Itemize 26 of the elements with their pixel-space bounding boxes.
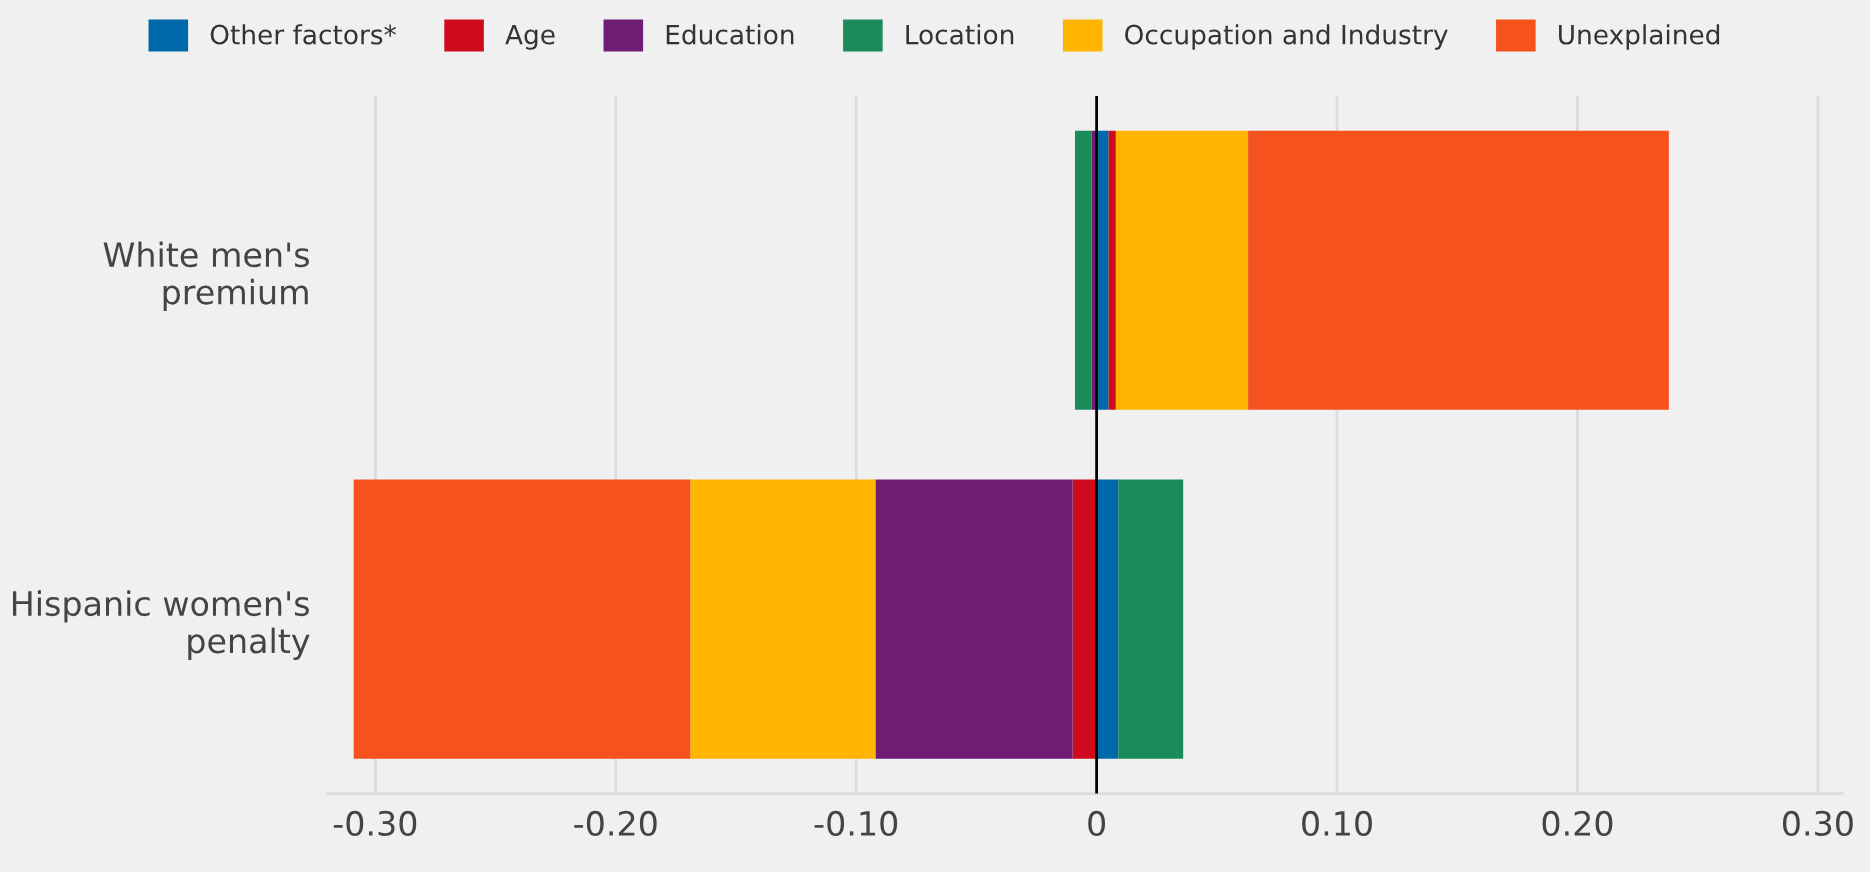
x-tick-label: 0.20 xyxy=(1542,810,1613,836)
x-tick-label: -0.10 xyxy=(814,810,898,836)
legend-label: Unexplained xyxy=(1559,24,1720,50)
x-tick-label: -0.20 xyxy=(574,810,657,836)
bar xyxy=(875,479,1073,759)
bar xyxy=(1248,130,1669,410)
y-tick-label: Hispanic women's penalty xyxy=(12,590,310,660)
bar xyxy=(353,479,691,759)
bar xyxy=(1096,479,1119,759)
bar xyxy=(1074,130,1092,410)
bar xyxy=(1096,130,1109,410)
x-tick-label: -0.30 xyxy=(333,810,417,836)
x-tick-label: 0.10 xyxy=(1302,810,1372,836)
x-tick-label: 0 xyxy=(1088,810,1106,836)
bar xyxy=(1108,130,1116,410)
x-tick-label: 0.30 xyxy=(1783,810,1853,836)
bar xyxy=(1118,479,1184,759)
bar xyxy=(1115,130,1249,410)
legend-label: Education xyxy=(666,24,794,45)
legend-label: Age xyxy=(505,24,555,50)
bar xyxy=(690,479,876,759)
legend-label: Location xyxy=(906,24,1014,45)
bar xyxy=(1072,479,1097,759)
legend-label: Occupation and Industry xyxy=(1125,24,1448,50)
y-tick-label: White men's premium xyxy=(103,241,309,312)
legend-label: Other factors* xyxy=(210,24,396,45)
